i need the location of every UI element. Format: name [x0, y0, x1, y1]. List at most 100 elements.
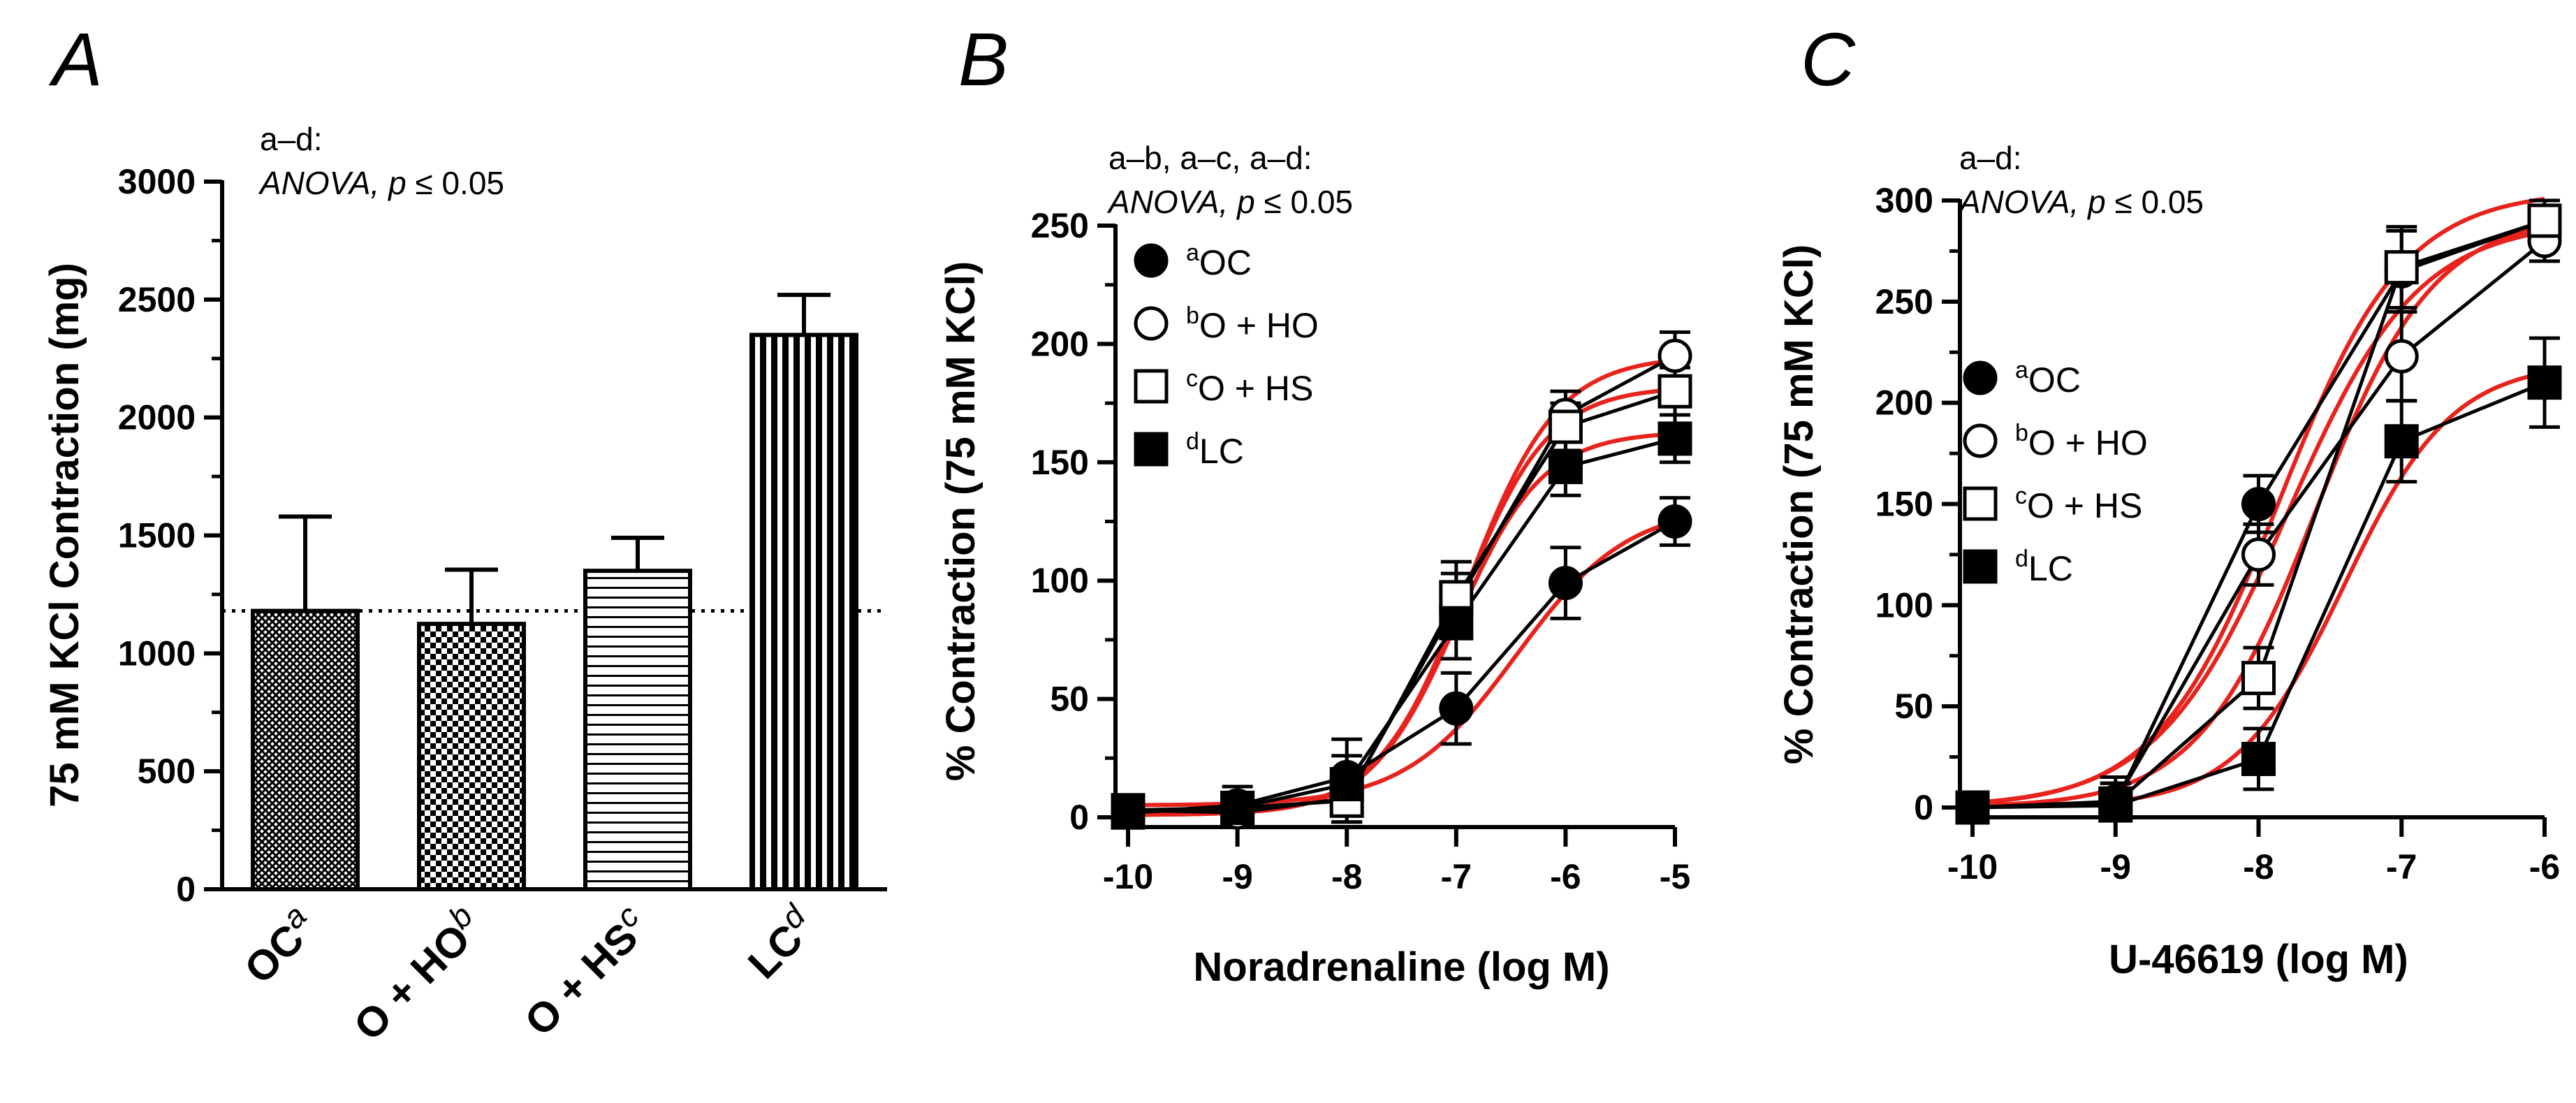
panel-a-bar: [583, 569, 692, 892]
panel-c-y-tick-label: 50: [1894, 687, 1933, 726]
panel-c-letter: C: [1801, 17, 1856, 101]
panel-b-y-tick-label: 100: [1031, 561, 1089, 600]
panel-b-legend-label-lc: dLC: [1186, 428, 1244, 471]
panel-b-x-tick-label: -7: [1441, 857, 1472, 896]
panel-b-x-tick-label: -8: [1331, 857, 1362, 896]
panel-b-y-tick-label: 0: [1069, 798, 1089, 837]
panel-b-y-tick-label: 150: [1031, 443, 1089, 482]
panel-a-category-label: LCd: [734, 897, 825, 988]
panel-b-point-ohs: [1657, 374, 1692, 409]
panel-a-annotation-line2: ANOVA, p ≤ 0.05: [258, 165, 504, 201]
panel-c-point-lc: [2384, 424, 2419, 459]
panel-a-y-tick-label: 2500: [118, 280, 196, 319]
panel-b-point-ohs: [1548, 409, 1583, 444]
panel-a-letter: A: [48, 17, 103, 101]
panel-b-point-lc: [1220, 790, 1255, 825]
panel-a-y-tick-label: 1500: [118, 516, 196, 555]
panel-b-point-lc: [1111, 795, 1146, 830]
panel-b-fit-curve-lc: [1128, 432, 1676, 817]
panel-a-y-tick-label: 500: [138, 752, 196, 791]
panel-c-legend-label-ohs: cO + HS: [2015, 483, 2142, 525]
panel-c-point-ohs: [2527, 203, 2562, 238]
panel-c-y-tick-label: 0: [1914, 788, 1933, 827]
panel-b-annotation-line2: ANOVA, p ≤ 0.05: [1106, 184, 1353, 220]
panel-c-u46619-chart: Ca–d: ANOVA, p ≤ 0.05 0 50 100 150 200 250 300 -1…: [1776, 17, 2562, 982]
panel-b-noradrenaline-chart: Ba–b, a–c, a–d: ANOVA, p ≤ 0.05 0 50 100 150 2…: [938, 17, 1692, 990]
panel-b-x-tick-label: -10: [1103, 857, 1153, 896]
panel-a-annotation-line1: a–d:: [260, 121, 323, 157]
panel-a-bar-chart: Aa–d: ANOVA, p ≤ 0.05 0 500 1000 1500 2000 2500…: [42, 17, 887, 1049]
panel-c-x-axis-label: U-46619 (log M): [2109, 937, 2408, 982]
panel-b-letter: B: [958, 17, 1009, 101]
panel-c-x-tick-label: -8: [2243, 847, 2274, 886]
panel-a-y-tick-label: 0: [176, 870, 196, 909]
panel-c-x-tick-label: -7: [2386, 847, 2417, 886]
panel-b-point-oc: [1439, 691, 1474, 726]
panel-b-point-lc: [1548, 450, 1583, 485]
panel-c-legend-marker-ohs: [1963, 486, 1998, 521]
panel-b-point-lc: [1439, 606, 1474, 641]
panel-a-category-label: O + HOb: [340, 898, 492, 1050]
panel-c-y-tick-label: 300: [1875, 181, 1933, 220]
panel-b-y-tick-label: 200: [1031, 324, 1089, 363]
panel-c-point-oho: [2241, 537, 2276, 572]
panel-a-bar: [251, 608, 360, 891]
panel-a-y-tick-label: 2000: [118, 398, 196, 437]
panel-c-point-ohs: [2384, 250, 2419, 285]
panel-b-legend-marker-oho: [1134, 306, 1169, 341]
panel-b-annotation-line1: a–b, a–c, a–d:: [1108, 140, 1312, 176]
panel-c-annotation-line1: a–d:: [1959, 140, 2022, 176]
panel-b-fit-curve-oc: [1128, 519, 1676, 808]
panel-a-y-axis-label: 75 mM KCl Contraction (mg): [42, 263, 87, 808]
panel-c-y-tick-label: 150: [1875, 485, 1933, 524]
panel-a-bar: [749, 333, 858, 891]
panel-c-legend-label-oc: aOC: [2015, 357, 2081, 400]
panel-b-legend-marker-ohs: [1134, 369, 1169, 404]
panel-c-legend-marker-lc: [1963, 549, 1998, 584]
panel-c-y-tick-label: 250: [1875, 282, 1933, 321]
panel-b-legend-label-ohs: cO + HS: [1186, 365, 1313, 408]
panel-c-legend-label-oho: bO + HO: [2015, 420, 2148, 462]
panel-b-x-tick-label: -9: [1222, 857, 1252, 896]
panel-c-point-lc: [2527, 365, 2562, 400]
panel-c-point-oc: [2241, 487, 2276, 521]
panel-c-legend-marker-oho: [1963, 423, 1998, 458]
panel-c-y-axis-label: % Contraction (75 mM KCl): [1776, 244, 1822, 764]
panel-c-annotation-line2: ANOVA, p ≤ 0.05: [1957, 184, 2204, 220]
panel-c-x-tick-label: -9: [2100, 847, 2131, 886]
panel-b-point-lc: [1329, 767, 1364, 802]
panel-a-y-tick-label: 1000: [118, 634, 196, 673]
panel-b-legend-marker-lc: [1134, 432, 1169, 467]
panel-a-bar: [417, 622, 526, 891]
panel-c-legend-marker-oc: [1963, 360, 1998, 395]
panel-b-point-lc: [1657, 421, 1692, 456]
panel-b-legend-label-oho: bO + HO: [1186, 302, 1319, 345]
panel-a-category-label: O + HSc: [511, 898, 658, 1045]
panel-b-legend-label-oc: aOC: [1186, 240, 1252, 282]
panel-c-legend-label-lc: dLC: [2015, 546, 2073, 588]
panel-c-point-lc: [2098, 788, 2133, 823]
panel-b-fit-curve-oho: [1128, 358, 1676, 817]
panel-c-point-lc: [1955, 790, 1990, 825]
panel-b-y-tick-label: 50: [1050, 680, 1089, 719]
panel-c-y-tick-label: 200: [1875, 384, 1933, 423]
panel-b-x-tick-label: -6: [1550, 857, 1581, 896]
panel-c-x-tick-label: -6: [2529, 847, 2560, 886]
panel-b-x-tick-label: -5: [1660, 857, 1690, 896]
panel-c-y-tick-label: 100: [1875, 585, 1933, 624]
panel-b-y-tick-label: 250: [1031, 206, 1089, 245]
panel-b-legend-marker-oc: [1134, 243, 1169, 278]
panel-b-point-oc: [1657, 504, 1692, 539]
panel-a-y-tick-label: 3000: [118, 162, 196, 201]
panel-c-point-oho: [2384, 339, 2419, 374]
panel-b-point-oho: [1657, 338, 1692, 373]
panel-a-category-label: OCa: [230, 898, 325, 993]
panel-b-point-oc: [1548, 566, 1583, 601]
panel-c-x-tick-label: -10: [1947, 847, 1998, 886]
panel-c-point-ohs: [2241, 661, 2276, 696]
panel-b-y-axis-label: % Contraction (75 mM KCl): [938, 261, 983, 781]
panel-c-point-lc: [2241, 741, 2276, 776]
panel-b-x-axis-label: Noradrenaline (log M): [1193, 944, 1609, 990]
panel-c-fit-curve-ohs: [1972, 224, 2545, 808]
